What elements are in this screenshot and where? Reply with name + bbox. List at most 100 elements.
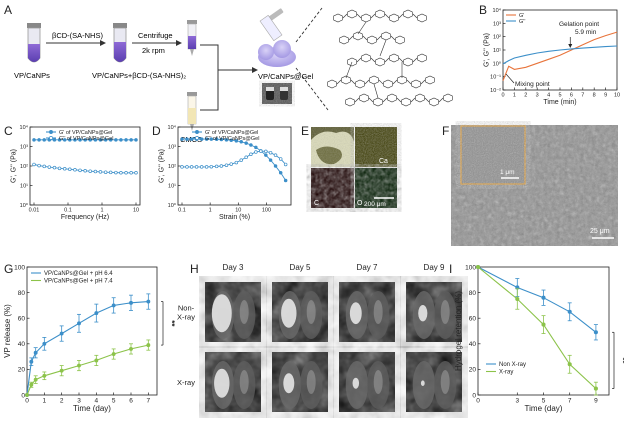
row-label: Non- [178, 304, 195, 313]
data-point [42, 341, 47, 346]
data-point [593, 330, 598, 335]
x-tick-label: 0 [501, 93, 504, 99]
data-point [88, 169, 92, 173]
bond [392, 79, 398, 85]
x-tick-label: 0.01 [29, 208, 40, 214]
x-tick-label: 6 [570, 93, 573, 99]
annotation: Gelation point [559, 21, 599, 28]
syringe-icon [259, 8, 284, 42]
x-tick-label: 2 [60, 398, 64, 405]
mri-image [205, 282, 261, 342]
y-tick-label: 60 [469, 315, 477, 322]
data-point [219, 137, 224, 142]
bond [342, 13, 348, 19]
legend-label: Non X-ray [499, 362, 526, 368]
data-point [42, 164, 46, 169]
sugar-ring [353, 31, 363, 41]
mri-image [205, 352, 261, 412]
legend-marker [49, 136, 53, 140]
y-tick-label: 10² [20, 164, 28, 170]
data-point [180, 137, 184, 141]
data-point [29, 359, 34, 364]
bond [384, 13, 390, 19]
data-point [52, 165, 57, 170]
panel-letter-i: I [449, 262, 452, 276]
chart-strain-sweep: 0.1 1 10 100 10⁰ 10¹ 10² 10³ 10⁴ Strain (%) G', G'… [159, 124, 292, 221]
panel-letter-a: A [4, 3, 12, 17]
data-point [224, 163, 229, 167]
data-point [59, 368, 64, 373]
data-point [114, 170, 118, 175]
data-point [194, 165, 199, 169]
bond [356, 13, 362, 19]
bond [398, 13, 404, 19]
x-tick-label: 3 [536, 93, 539, 99]
data-point [244, 155, 248, 160]
panel-letter-e: E [301, 124, 309, 138]
bond [345, 61, 353, 79]
series-line [502, 45, 618, 65]
sugar-ring [389, 53, 399, 63]
data-point [515, 296, 520, 302]
sugar-ring [367, 35, 377, 45]
day-label: Day 3 [223, 263, 244, 272]
sugar-ring [397, 75, 407, 85]
tissue-signal [306, 370, 316, 394]
y-tick-label: 10¹ [20, 183, 28, 189]
bond [370, 57, 376, 63]
data-point [264, 153, 268, 157]
x-tick-label: 0.1 [178, 208, 186, 214]
sugar-ring [401, 97, 411, 107]
data-point [83, 138, 87, 142]
sugar-ring [429, 97, 439, 107]
data-point [134, 138, 138, 142]
data-point [73, 168, 77, 172]
data-point [129, 138, 133, 142]
data-point [32, 162, 36, 167]
vial-label: VP/CaNPs [14, 71, 50, 80]
data-point [98, 170, 103, 174]
sugar-ring [383, 79, 393, 89]
data-point [111, 352, 116, 356]
data-point [254, 145, 258, 150]
panel-letter-g: G [4, 262, 13, 276]
legend-label: G' of VP/CaNPs@Gel [59, 130, 112, 136]
sugar-ring [425, 75, 435, 85]
element-label-c: C [314, 200, 319, 207]
sugar-ring [345, 97, 355, 107]
y-tick-label: 80 [18, 290, 26, 297]
data-point [146, 343, 151, 348]
data-point [249, 152, 253, 157]
syringe-icon [187, 20, 197, 56]
chemical-structure [327, 9, 453, 107]
sugar-ring [415, 93, 425, 103]
data-point [129, 300, 133, 305]
data-point [29, 382, 34, 387]
x-tick-label: 5 [558, 93, 561, 99]
data-point [98, 138, 103, 142]
bond [376, 35, 382, 41]
bond [382, 97, 388, 103]
bond [373, 83, 379, 99]
hydrogel-signal [418, 305, 428, 322]
data-point [114, 138, 118, 142]
data-point [93, 169, 98, 174]
bond [379, 39, 387, 57]
row-label: X-ray [177, 378, 195, 387]
annotation: 5.9 min [575, 29, 597, 36]
y-tick-label: 10⁻² [490, 88, 501, 94]
x-tick-label: 0 [25, 398, 29, 405]
data-point [42, 138, 46, 142]
data-point [239, 140, 243, 144]
bond [412, 13, 418, 19]
mixture-label: VP/CaNPs+βCD-(SA-NHS)₂ [92, 71, 186, 80]
bond [368, 97, 374, 103]
y-tick-label: 10⁴ [20, 124, 29, 131]
hydrogel-signal [281, 298, 297, 328]
data-point [124, 171, 128, 175]
y-tick-label: 10³ [20, 144, 28, 150]
oxygen-map: O 200 μm [355, 168, 397, 208]
scale-bar-label: 200 μm [364, 201, 386, 208]
y-tick-label: 10⁰ [493, 60, 502, 67]
legend-label: VP/CaNPs@Gel + pH 6.4 [44, 271, 113, 277]
